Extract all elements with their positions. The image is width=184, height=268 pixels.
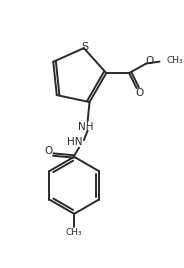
Text: CH₃: CH₃ — [166, 56, 183, 65]
Text: NH: NH — [78, 122, 93, 132]
Text: HN: HN — [67, 137, 82, 147]
Text: O: O — [45, 147, 53, 157]
Text: CH₃: CH₃ — [66, 228, 82, 237]
Text: S: S — [81, 42, 88, 52]
Text: O: O — [145, 56, 153, 66]
Text: O: O — [135, 88, 144, 98]
